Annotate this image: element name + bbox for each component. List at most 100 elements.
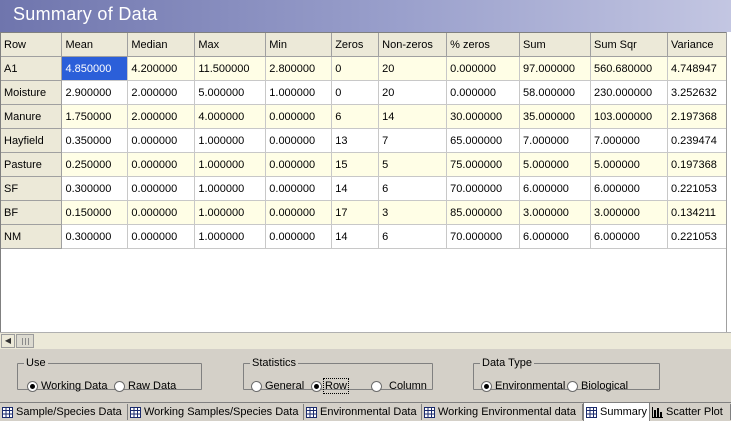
- table-cell[interactable]: 0.250000: [61, 152, 129, 177]
- table-cell[interactable]: 0.350000: [61, 128, 129, 153]
- table-cell[interactable]: 6.000000: [519, 224, 591, 249]
- tab-working-environmental-data[interactable]: Working Environmental data: [422, 404, 583, 420]
- table-cell[interactable]: 103.000000: [590, 104, 668, 129]
- table-cell[interactable]: 5.000000: [519, 152, 591, 177]
- table-cell[interactable]: 0.300000: [61, 224, 129, 249]
- table-cell[interactable]: 0.000000: [265, 128, 333, 153]
- table-cell[interactable]: 4.000000: [194, 104, 267, 129]
- column-header[interactable]: % zeros: [446, 33, 521, 57]
- table-cell[interactable]: 5.000000: [194, 80, 267, 105]
- table-cell[interactable]: 0: [331, 80, 380, 105]
- table-cell[interactable]: 30.000000: [446, 104, 521, 129]
- table-cell[interactable]: 13: [331, 128, 380, 153]
- table-cell[interactable]: 0.197368: [667, 152, 728, 177]
- table-cell[interactable]: 0.221053: [667, 176, 728, 201]
- table-cell[interactable]: 0.000000: [127, 152, 196, 177]
- table-cell[interactable]: 0.221053: [667, 224, 728, 249]
- row-header[interactable]: Pasture: [1, 152, 63, 177]
- table-cell[interactable]: 1.000000: [194, 152, 267, 177]
- table-cell[interactable]: 0.000000: [127, 176, 196, 201]
- table-cell[interactable]: 85.000000: [446, 200, 521, 225]
- table-cell[interactable]: 0.000000: [127, 224, 196, 249]
- table-cell[interactable]: 35.000000: [519, 104, 591, 129]
- table-cell[interactable]: 14: [331, 176, 380, 201]
- table-cell[interactable]: 7: [378, 128, 448, 153]
- table-cell[interactable]: 20: [378, 80, 448, 105]
- table-cell[interactable]: 6: [378, 176, 448, 201]
- table-cell[interactable]: 2.800000: [265, 56, 333, 81]
- row-header[interactable]: Moisture: [1, 80, 63, 105]
- tab-summary[interactable]: Summary: [583, 403, 650, 421]
- table-cell[interactable]: 4.748947: [667, 56, 728, 81]
- column-header[interactable]: Max: [194, 33, 267, 57]
- table-cell[interactable]: 1.750000: [61, 104, 129, 129]
- tab-scatter-plot[interactable]: Scatter Plot: [650, 404, 731, 420]
- column-header[interactable]: Sum Sqr: [590, 33, 668, 57]
- table-cell[interactable]: 3.252632: [667, 80, 728, 105]
- column-header[interactable]: Non-zeros: [378, 33, 448, 57]
- table-cell[interactable]: 65.000000: [446, 128, 521, 153]
- summary-grid[interactable]: Row Mean Median Max Min Zeros Non-zeros% zeros…: [0, 32, 728, 333]
- table-cell[interactable]: 1.000000: [194, 200, 267, 225]
- column-header[interactable]: Mean: [61, 33, 129, 57]
- table-cell[interactable]: 230.000000: [590, 80, 668, 105]
- table-cell[interactable]: 6.000000: [590, 224, 668, 249]
- radio-selected-icon[interactable]: [27, 380, 38, 392]
- table-cell[interactable]: 17: [331, 200, 380, 225]
- row-header[interactable]: A1: [1, 56, 63, 81]
- table-cell[interactable]: 70.000000: [446, 176, 521, 201]
- table-cell[interactable]: 14: [378, 104, 448, 129]
- raw-data-radio[interactable]: Raw Data: [114, 380, 176, 392]
- general-radio[interactable]: General: [251, 380, 304, 392]
- table-cell[interactable]: 3.000000: [519, 200, 591, 225]
- table-cell[interactable]: 0.300000: [61, 176, 129, 201]
- radio-selected-icon[interactable]: [311, 380, 322, 392]
- working-data-radio[interactable]: Working Data: [27, 380, 107, 392]
- column-header[interactable]: Variance: [667, 33, 728, 57]
- table-cell[interactable]: 0.000000: [127, 128, 196, 153]
- table-cell[interactable]: 4.850000: [61, 56, 129, 81]
- table-cell[interactable]: 3.000000: [590, 200, 668, 225]
- column-header[interactable]: Row: [1, 33, 63, 57]
- column-header[interactable]: Median: [127, 33, 196, 57]
- table-cell[interactable]: 75.000000: [446, 152, 521, 177]
- table-cell[interactable]: 3: [378, 200, 448, 225]
- table-cell[interactable]: 6.000000: [590, 176, 668, 201]
- table-cell[interactable]: 70.000000: [446, 224, 521, 249]
- column-header[interactable]: Zeros: [331, 33, 380, 57]
- table-cell[interactable]: 0.150000: [61, 200, 129, 225]
- table-cell[interactable]: 4.200000: [127, 56, 196, 81]
- table-cell[interactable]: 0.134211: [667, 200, 728, 225]
- row-header[interactable]: Hayfield: [1, 128, 63, 153]
- table-cell[interactable]: 0.000000: [127, 200, 196, 225]
- table-cell[interactable]: 2.197368: [667, 104, 728, 129]
- tab-sample-species-data[interactable]: Sample/Species Data: [0, 404, 128, 420]
- table-cell[interactable]: 6: [378, 224, 448, 249]
- table-cell[interactable]: 560.680000: [590, 56, 668, 81]
- table-cell[interactable]: 0.000000: [446, 56, 521, 81]
- table-cell[interactable]: 20: [378, 56, 448, 81]
- table-cell[interactable]: 1.000000: [194, 176, 267, 201]
- column-radio[interactable]: Column: [371, 380, 427, 392]
- table-cell[interactable]: 7.000000: [590, 128, 668, 153]
- radio-empty-icon[interactable]: [114, 380, 125, 392]
- table-cell[interactable]: 0.000000: [265, 176, 333, 201]
- radio-selected-icon[interactable]: [481, 380, 492, 392]
- table-cell[interactable]: 1.000000: [265, 80, 333, 105]
- table-cell[interactable]: 6.000000: [519, 176, 591, 201]
- environmental-radio[interactable]: Environmental: [481, 380, 565, 392]
- column-header[interactable]: Sum: [519, 33, 591, 57]
- table-cell[interactable]: 2.900000: [61, 80, 129, 105]
- table-cell[interactable]: 5: [378, 152, 448, 177]
- horizontal-scrollbar[interactable]: ◀: [0, 332, 731, 350]
- table-cell[interactable]: 0.000000: [265, 104, 333, 129]
- table-cell[interactable]: 15: [331, 152, 380, 177]
- table-cell[interactable]: 5.000000: [590, 152, 668, 177]
- table-cell[interactable]: 0.000000: [265, 224, 333, 249]
- radio-empty-icon[interactable]: [251, 380, 262, 392]
- radio-empty-icon[interactable]: [371, 380, 382, 392]
- table-cell[interactable]: 0.000000: [446, 80, 521, 105]
- row-header[interactable]: NM: [1, 224, 63, 249]
- table-cell[interactable]: 14: [331, 224, 380, 249]
- table-cell[interactable]: 6: [331, 104, 380, 129]
